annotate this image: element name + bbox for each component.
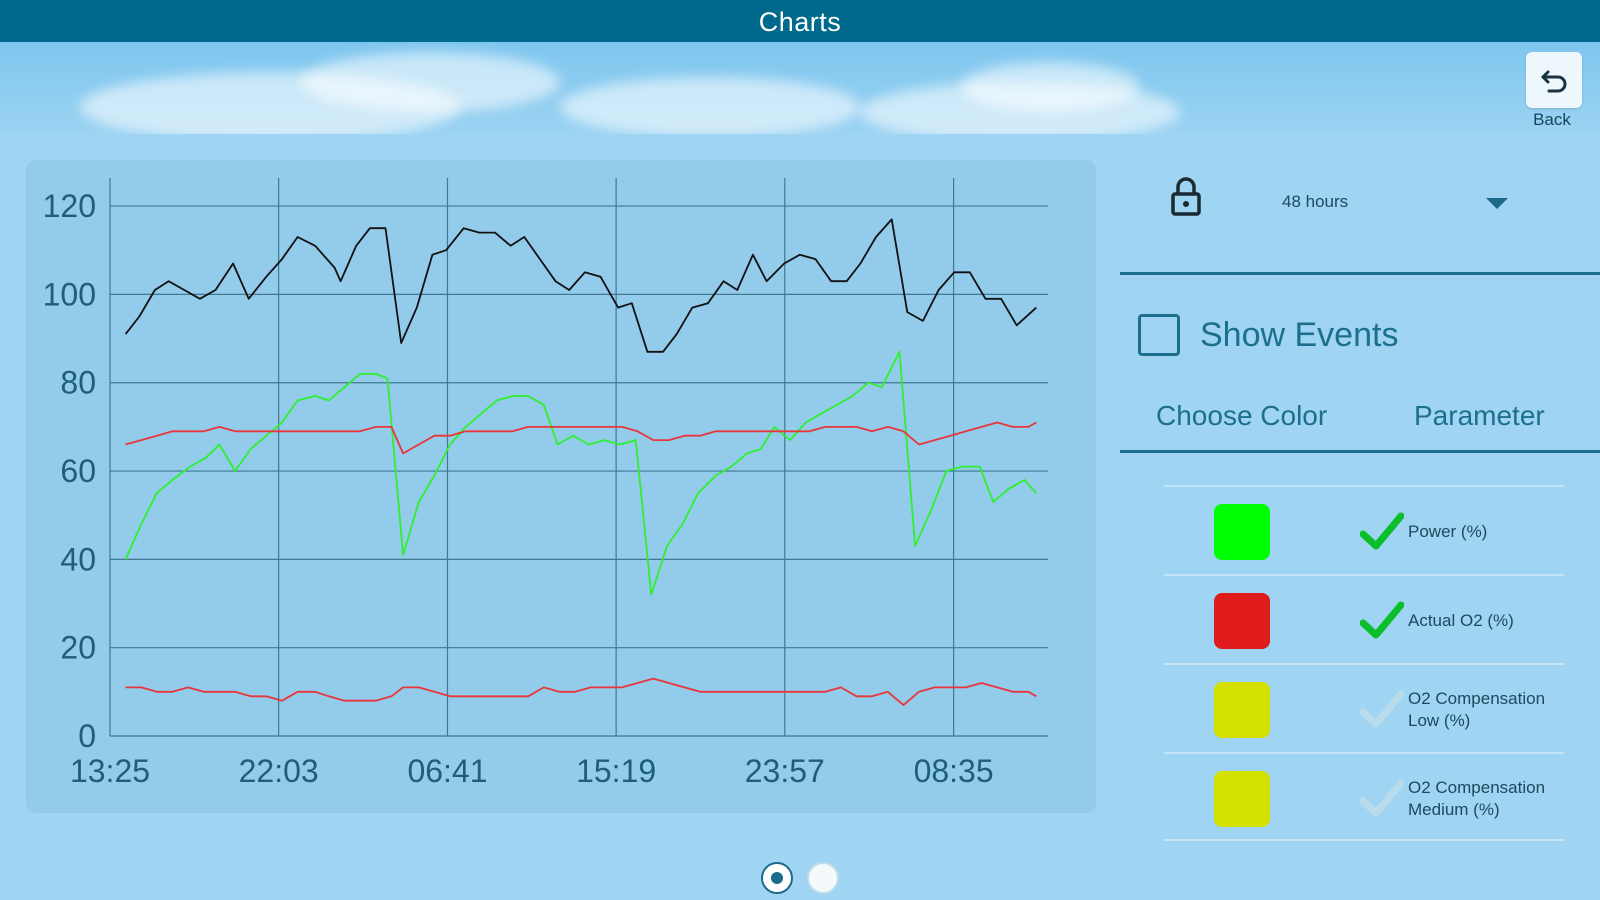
title-bar: Charts — [0, 0, 1600, 42]
parameter-row-o2-comp-low: O2 Compensation Low (%) — [1164, 663, 1564, 752]
x-tick-label: 13:25 — [70, 753, 150, 789]
y-tick-label: 80 — [60, 365, 96, 401]
y-tick-label: 0 — [78, 718, 96, 754]
x-tick-label: 15:19 — [576, 753, 656, 789]
x-tick-label: 22:03 — [239, 753, 319, 789]
checkmark-icon[interactable] — [1360, 512, 1404, 552]
divider-header — [1120, 450, 1600, 453]
x-tick-label: 06:41 — [407, 753, 487, 789]
checkmark-icon[interactable] — [1360, 690, 1404, 730]
parameter-row-power: Power (%) — [1164, 485, 1564, 574]
y-tick-label: 120 — [43, 188, 96, 224]
settings-panel: 48 hours Show Events Choose Color Parame… — [1120, 160, 1600, 860]
parameter-label: O2 Compensation Medium (%) — [1408, 777, 1546, 819]
color-swatch[interactable] — [1214, 504, 1270, 560]
x-tick-label: 23:57 — [745, 753, 825, 789]
parameter-row-actual-o2: Actual O2 (%) — [1164, 574, 1564, 663]
parameter-label: O2 Compensation Low (%) — [1408, 688, 1546, 730]
x-tick-label: 08:35 — [914, 753, 994, 789]
y-tick-label: 60 — [60, 453, 96, 489]
back-button[interactable] — [1526, 52, 1582, 108]
y-tick-label: 40 — [60, 541, 96, 577]
choose-color-header: Choose Color — [1156, 400, 1328, 431]
show-events-label[interactable]: Show Events — [1200, 316, 1399, 354]
undo-icon — [1541, 70, 1567, 93]
parameter-list: Power (%) Actual O2 (%) O2 Compensation … — [1164, 485, 1564, 841]
chart-card[interactable]: 0 20 40 60 80 100 120 13:25 22:03 06:41 15:19 23:57… — [26, 160, 1096, 813]
dropdown-arrow-icon[interactable] — [1486, 198, 1508, 209]
page-title: Charts — [758, 7, 842, 37]
color-swatch[interactable] — [1214, 593, 1270, 649]
color-swatch[interactable] — [1214, 682, 1270, 738]
back-label: Back — [1533, 110, 1571, 129]
divider-top — [1120, 272, 1600, 275]
series-line-1 — [124, 350, 1037, 596]
line-chart[interactable]: 0 20 40 60 80 100 120 13:25 22:03 06:41 15:19 23:57… — [26, 160, 1096, 813]
time-range-select[interactable]: 48 hours — [1282, 192, 1349, 211]
checkmark-icon[interactable] — [1360, 601, 1404, 641]
y-tick-label: 20 — [60, 630, 96, 666]
parameter-label: Power (%) — [1408, 521, 1488, 541]
series-line-3 — [125, 677, 1037, 706]
series-line-0 — [124, 218, 1037, 353]
y-tick-label: 100 — [43, 276, 96, 312]
page-indicator-1[interactable] — [761, 862, 793, 894]
series-line-2 — [125, 421, 1037, 455]
color-swatch[interactable] — [1214, 771, 1270, 827]
checkmark-icon[interactable] — [1360, 779, 1404, 819]
parameter-row-o2-comp-medium: O2 Compensation Medium (%) — [1164, 752, 1564, 841]
show-events-checkbox[interactable] — [1138, 314, 1180, 356]
page-indicator-2[interactable] — [807, 862, 839, 894]
sky-banner — [0, 42, 1600, 134]
parameter-header: Parameter — [1414, 400, 1545, 431]
parameter-label: Actual O2 (%) — [1408, 610, 1514, 630]
lock-icon[interactable] — [1166, 174, 1206, 218]
